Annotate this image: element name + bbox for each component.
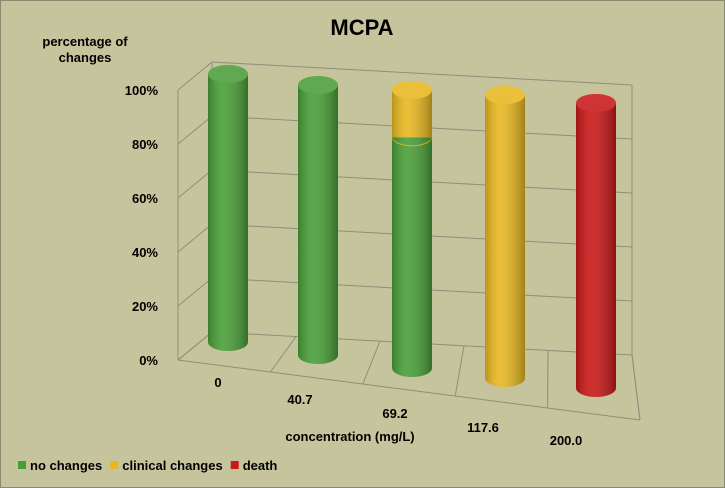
side-gridline	[177, 61, 213, 91]
y-tick-label: 80%	[132, 137, 158, 152]
x-tick-label: 40.7	[287, 392, 312, 407]
bar-top-highlight	[208, 65, 248, 83]
grid	[177, 61, 641, 421]
legend-label: no changes	[30, 458, 102, 473]
floor-division	[631, 354, 641, 421]
x-tick-label: 69.2	[382, 406, 407, 421]
x-axis-label: concentration (mg/L)	[285, 429, 414, 444]
bar-segment-shade	[392, 137, 432, 368]
legend-swatch	[230, 461, 239, 469]
back-gridline	[211, 61, 633, 86]
bar-segment-shade	[576, 103, 616, 388]
x-tick-label: 0	[214, 375, 221, 390]
bar-200.0	[576, 94, 616, 397]
y-tick-label: 40%	[132, 245, 158, 260]
legend-label: death	[243, 458, 278, 473]
chart-title: MCPA	[330, 15, 393, 40]
y-tick-label: 100%	[125, 83, 159, 98]
bar-top-highlight	[485, 86, 525, 104]
x-tick-labels: 0 40.7 69.2 117.6 200.0	[214, 375, 582, 448]
bar-top-highlight	[298, 76, 338, 94]
bar-top-cap	[208, 65, 248, 83]
legend-swatch	[110, 461, 119, 469]
x-tick-label: 117.6	[467, 420, 499, 435]
y-tick-labels: 0% 20% 40% 60% 80% 100%	[125, 83, 159, 368]
bar-117.6	[485, 86, 525, 387]
y-tick-label: 60%	[132, 191, 158, 206]
y-axis-label-line1: percentage of	[42, 34, 128, 49]
legend-label: clinical changes	[122, 458, 222, 473]
y-axis-label-line2: changes	[59, 50, 112, 65]
bar-40.7	[298, 76, 338, 364]
bar-69.2	[392, 81, 432, 377]
bar-top-highlight	[576, 94, 616, 112]
legend-swatch	[18, 461, 26, 469]
floor-front-edge	[177, 359, 641, 421]
bar-top-cap	[485, 86, 525, 104]
floor-division	[454, 345, 465, 397]
legend: no changes clinical changes death	[18, 458, 277, 473]
floor-division	[177, 331, 213, 361]
x-tick-label: 200.0	[550, 433, 583, 448]
bars	[208, 65, 616, 397]
y-tick-label: 20%	[132, 299, 158, 314]
bar-segment-shade	[208, 74, 248, 342]
bar-segment-shade	[485, 95, 525, 378]
side-gridline	[177, 277, 213, 307]
floor-division	[269, 336, 297, 373]
bar-segment-shade	[298, 85, 338, 355]
floor-division	[362, 341, 381, 385]
bar-top-cap	[392, 81, 432, 99]
side-gridline	[177, 169, 213, 199]
bar-0	[208, 65, 248, 351]
side-gridline	[177, 115, 213, 145]
bar-top-cap	[576, 94, 616, 112]
y-tick-label: 0%	[139, 353, 158, 368]
bar-top-highlight	[392, 81, 432, 99]
bar-top-cap	[298, 76, 338, 94]
side-gridline	[177, 223, 213, 253]
